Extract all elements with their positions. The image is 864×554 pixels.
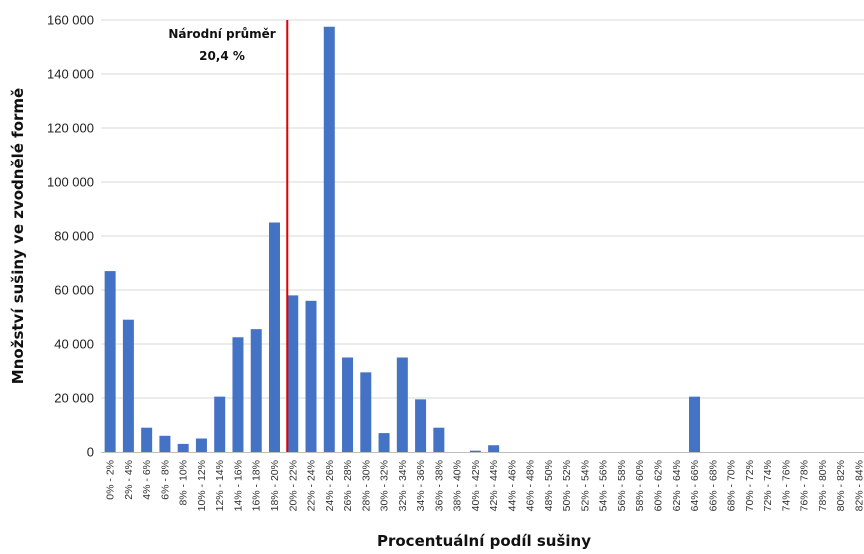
- x-tick-label: 76% - 78%: [799, 460, 811, 511]
- x-tick-label: 36% - 38%: [433, 460, 445, 511]
- x-tick-label: 22% - 24%: [306, 460, 318, 511]
- bar: [250, 329, 262, 452]
- y-axis-ticks: 0 20 000 40 000 60 000 80 000 100 000 120 000 1…: [47, 13, 94, 460]
- gridlines: [101, 19, 864, 399]
- bar: [433, 427, 445, 452]
- x-tick-label: 46% - 48%: [525, 460, 537, 511]
- bar: [305, 300, 317, 452]
- x-tick-label: 80% - 82%: [835, 460, 847, 511]
- x-tick-label: 82% - 84%: [853, 460, 864, 511]
- x-tick-label: 56% - 58%: [616, 460, 628, 511]
- x-tick-label: 44% - 46%: [506, 460, 518, 511]
- y-tick-label: 120 000: [47, 121, 94, 136]
- x-tick-label: 40% - 42%: [470, 460, 482, 511]
- y-tick-label: 40 000: [54, 337, 94, 352]
- national-average-value: 20,4 %: [199, 49, 245, 63]
- x-tick-label: 66% - 68%: [707, 460, 719, 511]
- x-tick-label: 0% - 2%: [105, 460, 117, 500]
- x-tick-label: 32% - 34%: [397, 460, 409, 511]
- x-tick-label: 78% - 80%: [817, 460, 829, 511]
- bar: [268, 222, 280, 452]
- x-axis-ticks: 0% - 2% 2% - 4% 4% - 6% 6% - 8% 8% - 10% 10% …: [105, 460, 864, 511]
- x-tick-label: 30% - 32%: [379, 460, 391, 511]
- bar: [415, 399, 427, 452]
- bar: [488, 445, 500, 452]
- bar: [214, 396, 226, 452]
- x-tick-label: 74% - 76%: [780, 460, 792, 511]
- bar: [232, 337, 244, 452]
- y-axis-title: Množství sušiny ve zvodnělé formě: [9, 88, 27, 384]
- y-tick-label: 140 000: [47, 67, 94, 82]
- national-average-label: Národní průměr: [168, 27, 275, 41]
- bar: [378, 433, 390, 452]
- bar: [360, 372, 372, 452]
- x-tick-label: 20% - 22%: [287, 460, 299, 511]
- x-tick-label: 34% - 36%: [415, 460, 427, 511]
- bar: [323, 26, 335, 452]
- x-axis-title: Procentuální podíl sušiny: [377, 532, 591, 550]
- x-tick-label: 72% - 74%: [762, 460, 774, 511]
- x-tick-label: 60% - 62%: [652, 460, 664, 511]
- x-tick-label: 8% - 10%: [178, 460, 190, 506]
- y-tick-label: 160 000: [47, 13, 94, 28]
- x-tick-label: 62% - 64%: [671, 460, 683, 511]
- x-tick-label: 4% - 6%: [141, 460, 153, 500]
- x-tick-label: 52% - 54%: [579, 460, 591, 511]
- x-tick-label: 28% - 30%: [360, 460, 372, 511]
- x-tick-label: 64% - 66%: [689, 460, 701, 511]
- bar: [177, 443, 189, 452]
- x-tick-label: 70% - 72%: [744, 460, 756, 511]
- x-tick-label: 42% - 44%: [488, 460, 500, 511]
- x-tick-label: 24% - 26%: [324, 460, 336, 511]
- x-tick-label: 54% - 56%: [598, 460, 610, 511]
- y-tick-label: 80 000: [54, 229, 94, 244]
- bar: [689, 396, 701, 452]
- y-tick-label: 0: [87, 445, 94, 460]
- x-tick-label: 10% - 12%: [196, 460, 208, 511]
- bar: [287, 295, 299, 452]
- x-tick-label: 18% - 20%: [269, 460, 281, 511]
- x-tick-label: 14% - 16%: [232, 460, 244, 511]
- x-tick-label: 16% - 18%: [251, 460, 263, 511]
- x-tick-label: 26% - 28%: [342, 460, 354, 511]
- bar: [342, 357, 354, 452]
- bar: [396, 357, 408, 452]
- x-tick-label: 50% - 52%: [561, 460, 573, 511]
- x-tick-label: 12% - 14%: [214, 460, 226, 511]
- bar: [141, 427, 153, 452]
- y-tick-label: 100 000: [47, 175, 94, 190]
- bar: [469, 450, 481, 452]
- bars: [104, 26, 701, 452]
- bar: [122, 319, 134, 452]
- y-tick-label: 20 000: [54, 391, 94, 406]
- x-tick-label: 58% - 60%: [634, 460, 646, 511]
- y-tick-label: 60 000: [54, 283, 94, 298]
- x-tick-label: 2% - 4%: [123, 460, 135, 500]
- x-tick-label: 6% - 8%: [159, 460, 171, 500]
- x-tick-label: 48% - 50%: [543, 460, 555, 511]
- x-tick-label: 68% - 70%: [726, 460, 738, 511]
- bar: [195, 438, 207, 452]
- bar: [159, 435, 171, 452]
- x-tick-label: 38% - 40%: [452, 460, 464, 511]
- bar: [104, 271, 116, 452]
